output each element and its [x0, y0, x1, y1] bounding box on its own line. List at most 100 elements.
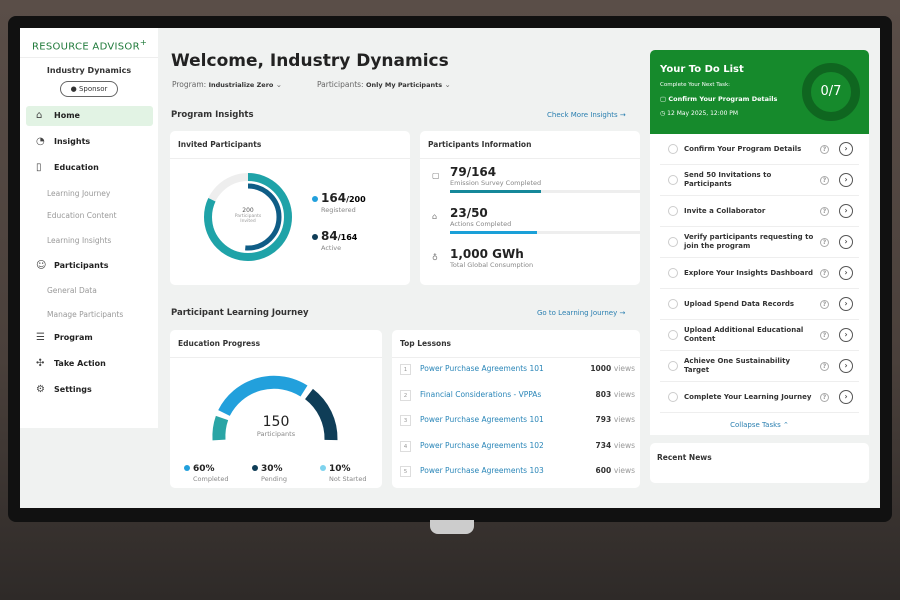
collapse-tasks-button[interactable]: Collapse Tasks ⌃ [730, 421, 789, 429]
task-checkbox[interactable] [668, 299, 678, 309]
chevron-right-icon[interactable]: › [839, 390, 853, 404]
task-label: Send 50 Invitations to Participants [684, 171, 772, 188]
program-filter[interactable]: Program: Industrialize Zero ⌄ [172, 80, 283, 89]
chevron-right-icon[interactable]: › [839, 173, 853, 187]
page-title: Welcome, Industry Dynamics [171, 51, 449, 71]
next-task-label: Complete Your Next Task: [660, 82, 731, 88]
help-icon[interactable]: ? [820, 330, 829, 340]
sidebar-item-learning-insights[interactable]: Learning Insights [47, 236, 112, 245]
lesson-row: 3 Power Purchase Agreements 101 793 views [400, 415, 635, 427]
sidebar-item-insights[interactable]: ◔ Insights [26, 132, 153, 152]
help-icon[interactable]: ? [820, 361, 829, 371]
chevron-right-icon[interactable]: › [839, 204, 853, 218]
chevron-right-icon[interactable]: › [839, 297, 853, 311]
card-title: Education Progress [170, 330, 382, 358]
lesson-rank: 4 [400, 440, 411, 452]
sidebar-item-settings[interactable]: ⚙ Settings [26, 380, 153, 400]
legend-dot [320, 465, 326, 471]
due-date: ◷ 12 May 2025, 12:00 PM [660, 110, 739, 117]
info-value: 1,000 GWh [450, 247, 524, 261]
info-label: Emission Survey Completed [450, 179, 542, 187]
check-more-insights-link[interactable]: Check More Insights → [547, 111, 626, 119]
education-gauge [212, 375, 338, 441]
participants-filter[interactable]: Participants: Only My Participants ⌄ [317, 80, 451, 89]
lesson-link[interactable]: Power Purchase Agreements 103 [420, 466, 544, 475]
help-icon[interactable]: ? [820, 268, 829, 278]
puzzle-icon: ✣ [36, 358, 45, 369]
todo-task: Explore Your Insights Dashboard? › [660, 258, 859, 289]
task-label: Confirm Your Program Details [684, 144, 802, 153]
task-checkbox[interactable] [668, 330, 678, 340]
task-label: Achieve One Sustainability Target [684, 357, 791, 374]
task-checkbox[interactable] [668, 144, 678, 154]
progress-bar [450, 231, 640, 234]
card-title: Invited Participants [170, 131, 410, 159]
todo-task: Invite a Collaborator? › [660, 196, 859, 227]
divider [20, 57, 158, 58]
help-icon[interactable]: ? [820, 206, 829, 216]
todo-task: Achieve One Sustainability Target? › [660, 351, 859, 382]
help-icon[interactable]: ? [820, 237, 829, 247]
help-icon[interactable]: ? [820, 144, 829, 154]
help-icon[interactable]: ? [820, 299, 829, 309]
task-checkbox[interactable] [668, 392, 678, 402]
lesson-row: 1 Power Purchase Agreements 101 1000 views [400, 364, 635, 376]
sidebar-item-program[interactable]: ☰ Program [26, 328, 153, 348]
section-title: Participant Learning Journey [171, 308, 309, 318]
todo-list: Confirm Your Program Details? › Send 50 In… [650, 134, 869, 435]
people-icon: ☺ [36, 260, 47, 271]
sidebar-item-take-action[interactable]: ✣ Take Action [26, 354, 153, 374]
next-task[interactable]: ▢ Confirm Your Program Details [660, 95, 778, 103]
task-label: Invite a Collaborator [684, 206, 766, 215]
completed-arc [218, 375, 308, 417]
sidebar-item-general-data[interactable]: General Data [47, 286, 97, 295]
lesson-views: 734 views [595, 440, 635, 450]
lesson-link[interactable]: Power Purchase Agreements 102 [420, 440, 544, 450]
registered-arc [204, 173, 292, 261]
todo-task: Complete Your Learning Journey? › [660, 382, 859, 413]
help-icon[interactable]: ? [820, 175, 829, 185]
lesson-link[interactable]: Power Purchase Agreements 101 [420, 415, 544, 424]
invited-participants-card: Invited Participants 200 Participants Inv… [170, 131, 410, 285]
task-checkbox[interactable] [668, 175, 678, 185]
todo-header: Your To Do List Complete Your Next Task:… [650, 50, 869, 134]
lesson-views: 803 views [595, 389, 635, 399]
lesson-rank: 3 [400, 415, 411, 426]
lesson-views: 600 views [595, 466, 635, 475]
chevron-right-icon[interactable]: › [839, 235, 853, 249]
sidebar-item-manage-participants[interactable]: Manage Participants [47, 310, 124, 319]
chevron-right-icon[interactable]: › [839, 359, 853, 373]
sidebar-item-participants[interactable]: ☺ Participants [26, 256, 153, 276]
task-checkbox[interactable] [668, 268, 678, 278]
sidebar-item-education-content[interactable]: Education Content [47, 211, 117, 220]
sidebar-item-home[interactable]: ⌂ Home [26, 106, 153, 126]
gear-icon: ⚙ [36, 384, 45, 395]
lesson-row: 2 Financial Considerations - VPPAs 803 vie… [400, 389, 635, 402]
invited-donut [204, 173, 292, 261]
lesson-link[interactable]: Financial Considerations - VPPAs [420, 389, 542, 399]
chevron-right-icon[interactable]: › [839, 142, 853, 156]
chevron-right-icon[interactable]: › [839, 266, 853, 280]
go-to-learning-journey-link[interactable]: Go to Learning Journey → [537, 309, 626, 317]
info-value: 23/50 [450, 206, 488, 220]
task-checkbox[interactable] [668, 361, 678, 371]
lesson-link[interactable]: Power Purchase Agreements 101 [420, 364, 544, 373]
task-label: Upload Spend Data Records [684, 299, 795, 308]
lesson-views: 793 views [595, 415, 635, 424]
todo-progress-ring: 0/7 [802, 63, 860, 121]
task-checkbox[interactable] [668, 206, 678, 216]
recent-news-card: Recent News [650, 443, 869, 483]
task-checkbox[interactable] [668, 237, 678, 247]
sidebar-item-education[interactable]: ▯ Education [26, 158, 153, 178]
sidebar-item-label: Education [54, 163, 99, 172]
sidebar-item-learning-journey[interactable]: Learning Journey [47, 189, 111, 198]
lesson-row: 4 Power Purchase Agreements 102 734 views [400, 440, 635, 453]
help-icon[interactable]: ? [820, 392, 829, 402]
chevron-right-icon[interactable]: › [839, 328, 853, 342]
card-title: Participants Information [420, 131, 640, 159]
sidebar: RESOURCE ADVISOR+ Industry Dynamics ● Sp… [20, 28, 158, 428]
todo-panel: Your To Do List Complete Your Next Task:… [650, 50, 869, 483]
legend-value: 30% [261, 464, 283, 474]
info-row: ▢ 79/164 Emission Survey Completed [432, 165, 640, 193]
role-badge[interactable]: ● Sponsor [60, 81, 118, 97]
